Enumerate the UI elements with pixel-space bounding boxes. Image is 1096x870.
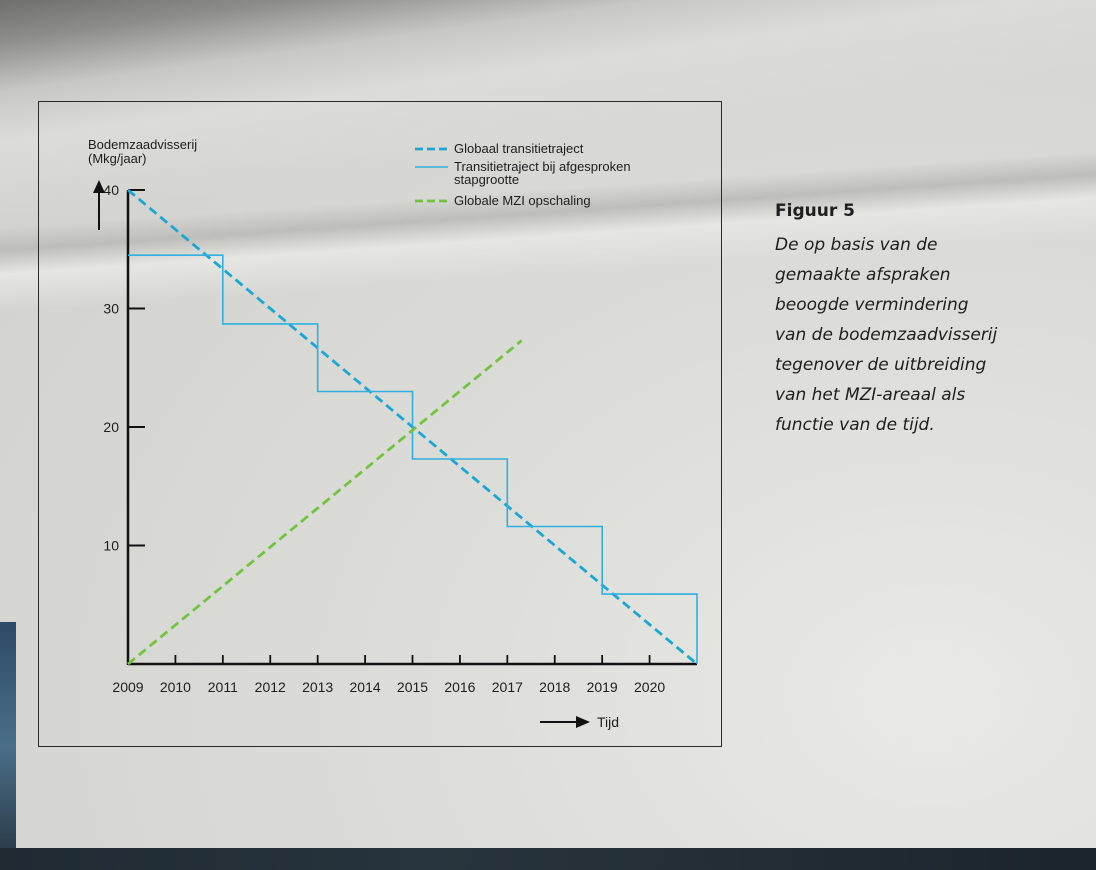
x-tick-label: 2013 [302,679,333,695]
x-tick-label: 2010 [160,679,191,695]
legend-label: Globale MZI opschaling [454,193,591,208]
x-tick-label: 2017 [492,679,523,695]
figure-caption: Figuur 5 De op basis van de gemaakte afsp… [775,200,1075,440]
x-tick-label: 2015 [397,679,428,695]
chart-axes: 10 20 30 40 2009 2010 2011 2012 2013 2014 2015 2016… [103,182,697,695]
figure-caption-text: De op basis van de gemaakte afspraken beoo… [775,230,1075,440]
chart-legend: Globaal transitietraject Transitietraject… [415,141,631,208]
y-tick-label: 20 [103,419,119,435]
legend-label: stapgrootte [454,172,519,187]
y-tick-label: 30 [103,301,119,317]
x-tick-label: 2014 [350,679,381,695]
caption-line: functie van de tijd. [775,415,935,435]
y-tick-label: 10 [103,538,119,554]
chart-series [127,188,698,666]
caption-line: van het MZI-areaal als [775,385,966,405]
x-tick-label: 2016 [444,679,475,695]
x-axis-arrow-head [576,716,590,728]
series-line-transitietraject-stapgrootte [128,254,698,664]
chart-labels: Bodemzaadvisserij(Mkg/jaar) Tijd [88,137,619,730]
y-axis-label: Bodemzaadvisserij [88,137,197,152]
legend-label: Globaal transitietraject [454,141,584,156]
background-photo-edge [0,622,16,870]
y-tick-label: 40 [103,182,119,198]
x-tick-label: 2011 [208,679,238,695]
x-tick-label: 2020 [634,679,665,695]
caption-line: tegenover de uitbreiding [775,355,987,375]
x-tick-label: 2012 [255,679,286,695]
x-axis-label: Tijd [597,714,619,730]
background-photo-strip [0,848,1096,870]
caption-line: De op basis van de [775,235,938,255]
x-tick-label: 2009 [112,679,143,695]
series-line-mzi-opschaling [127,339,523,666]
x-tick-label: 2018 [539,679,570,695]
figure-title: Figuur 5 [775,201,855,221]
caption-line: beoogde vermindering [775,295,969,315]
chart-frame [38,101,722,747]
caption-line: van de bodemzaadvisserij [775,325,998,345]
y-axis-label: (Mkg/jaar) [88,151,147,166]
y-axis-arrow-head [93,180,105,193]
x-tick-label: 2019 [587,679,618,695]
caption-line: gemaakte afspraken [775,265,951,285]
legend-label: Transitietraject bij afgesproken [454,159,631,174]
